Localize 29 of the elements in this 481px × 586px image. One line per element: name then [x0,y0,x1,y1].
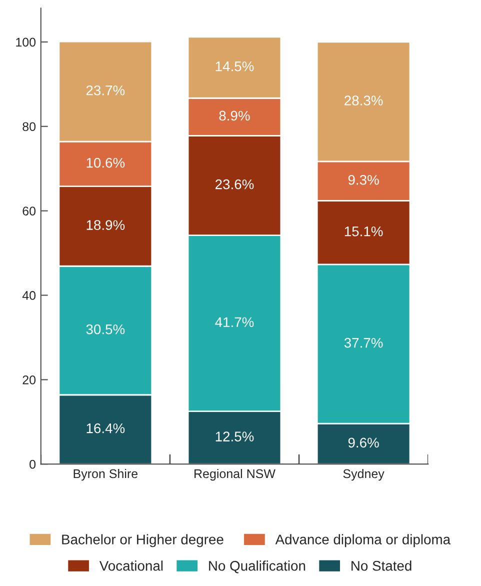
y-tick-label: 0 [30,460,36,469]
data-label: 8.9% [219,110,250,121]
data-label: 37.7% [344,338,383,348]
data-label: 15.1% [344,226,383,236]
legend-label: No Stated [352,560,412,571]
y-tick-label: 20 [22,375,36,384]
data-label: 14.5% [216,61,254,72]
y-tick-label: 40 [22,291,36,300]
data-label: 18.9% [86,220,125,230]
data-label: 9.6% [348,438,379,448]
legend-label: No Qualification [209,560,306,574]
data-label: 41.7% [215,317,254,328]
data-label: 28.3% [344,96,383,106]
x-tick-label: Sydney [343,468,384,481]
legend-label: Bachelor or Higher degree [62,534,224,548]
legend-label: Advance diploma or diploma [275,534,451,548]
y-tick-label: 80 [22,122,36,132]
legend-label: Vocational [99,560,163,571]
y-tick-label: 100 [16,38,36,47]
data-label: 23.7% [86,85,125,96]
data-label: 23.6% [215,179,254,190]
x-tick-label: Byron Shire [74,468,138,481]
data-label: 30.5% [86,324,125,334]
data-label: 16.4% [86,423,125,434]
y-tick-label: 60 [22,206,36,216]
data-label: 10.6% [86,158,125,168]
data-label: 12.5% [216,432,254,442]
data-label: 9.3% [348,174,379,185]
x-tick-label: Regional NSW [194,468,276,481]
